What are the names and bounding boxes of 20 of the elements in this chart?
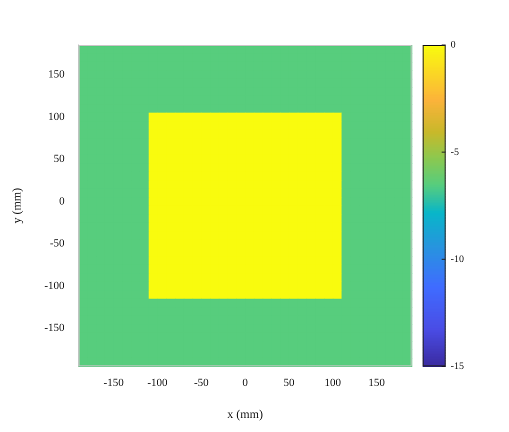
y-tick-label: 100	[48, 110, 66, 123]
color-bar-label: -5	[450, 146, 460, 158]
color-bar-label: -15	[450, 361, 464, 372]
y-axis-title: y (mm)	[9, 188, 24, 224]
y-tick-label: 50	[54, 153, 66, 166]
x-tick-label: 0	[242, 376, 248, 389]
y-tick-label: 0	[59, 195, 66, 208]
color-bar-label: 0	[450, 40, 456, 51]
x-tick-label: -100	[147, 376, 168, 389]
y-tick-label: 150	[48, 68, 66, 80]
color-bar-label: -10	[450, 254, 464, 265]
y-tick-label: -50	[50, 238, 66, 250]
x-axis-title: x (mm)	[227, 406, 263, 421]
x-tick-label: -150	[104, 376, 124, 389]
x-tick-label: -50	[194, 376, 210, 389]
x-tick-label: 150	[368, 376, 386, 389]
y-tick-label: -100	[44, 280, 66, 292]
x-tick-label: 50	[283, 376, 295, 389]
y-tick-label: -150	[44, 322, 66, 334]
x-tick-label: 100	[324, 376, 342, 389]
